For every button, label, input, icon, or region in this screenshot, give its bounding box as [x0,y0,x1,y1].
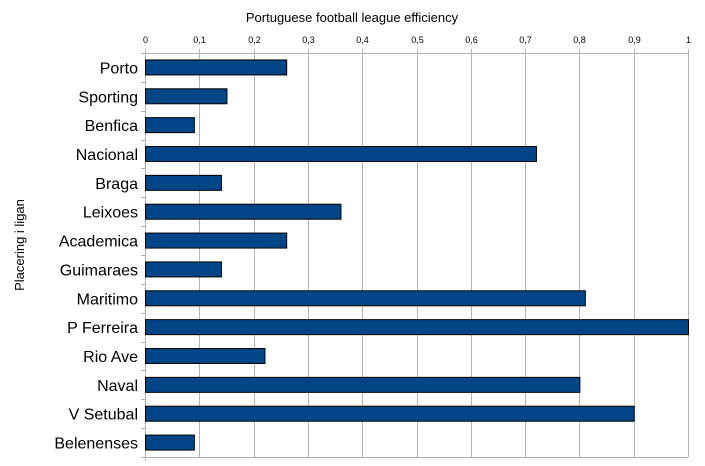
bar-porto [145,59,288,76]
y-tick-label: Benfica [85,118,138,135]
bar-guimaraes [145,261,223,278]
y-tick-label: Nacional [76,147,138,164]
bar-nacional [145,145,537,163]
axes [141,53,688,461]
bar-belenenses [145,434,195,451]
x-tick-label: 0,9 [628,35,641,45]
bar-benfica [145,117,195,134]
gridlines [145,49,689,457]
x-tick-label: 0,1 [193,35,206,45]
x-tick-label: 0,6 [465,35,478,45]
y-axis-label: Placering i ligan [12,199,27,291]
x-tick-label: 0,4 [356,35,369,45]
y-tick-label: P Ferreira [67,320,138,337]
x-tick-labels: 0 0,1 0,2 0,3 0,4 0,5 0,6 0,7 0,8 0,9 1 [143,35,691,45]
y-tick-label: Sporting [78,89,138,106]
x-tick-label: 0,7 [519,35,532,45]
y-tick-labels: Porto Sporting Benfica Nacional Braga Leixoes… [54,60,138,452]
y-tick-label: Academica [59,234,138,251]
bar-leixoes [145,203,342,220]
x-tick-label: 1 [686,35,691,45]
y-tick-label: Guimaraes [60,262,138,279]
x-tick-label: 0,3 [302,35,315,45]
bar-sporting [145,88,228,105]
bar-academica [145,232,288,249]
x-tick-label: 0 [143,35,148,45]
x-tick-label: 0,5 [411,35,424,45]
bar-v-setubal [145,405,635,422]
y-tick-label: Belenenses [54,436,138,453]
y-tick-label: Maritimo [77,291,138,308]
y-tick-label: Leixoes [83,205,138,222]
y-tick-label: Porto [100,60,138,77]
bars [145,59,689,451]
y-tick-label: Naval [97,378,138,395]
x-tick-label: 0,8 [573,35,586,45]
bar-naval [145,376,581,393]
chart-title: Portuguese football league efficiency [246,10,459,25]
bar-maritimo [145,290,586,307]
bar-p-ferreira [145,319,689,336]
y-tick-label: V Setubal [69,407,138,424]
y-tick-label: Braga [95,176,138,193]
y-tick-label: Rio Ave [83,349,138,366]
x-tick-label: 0,2 [248,35,261,45]
bar-braga [145,174,223,191]
bar-rio-ave [145,347,266,365]
